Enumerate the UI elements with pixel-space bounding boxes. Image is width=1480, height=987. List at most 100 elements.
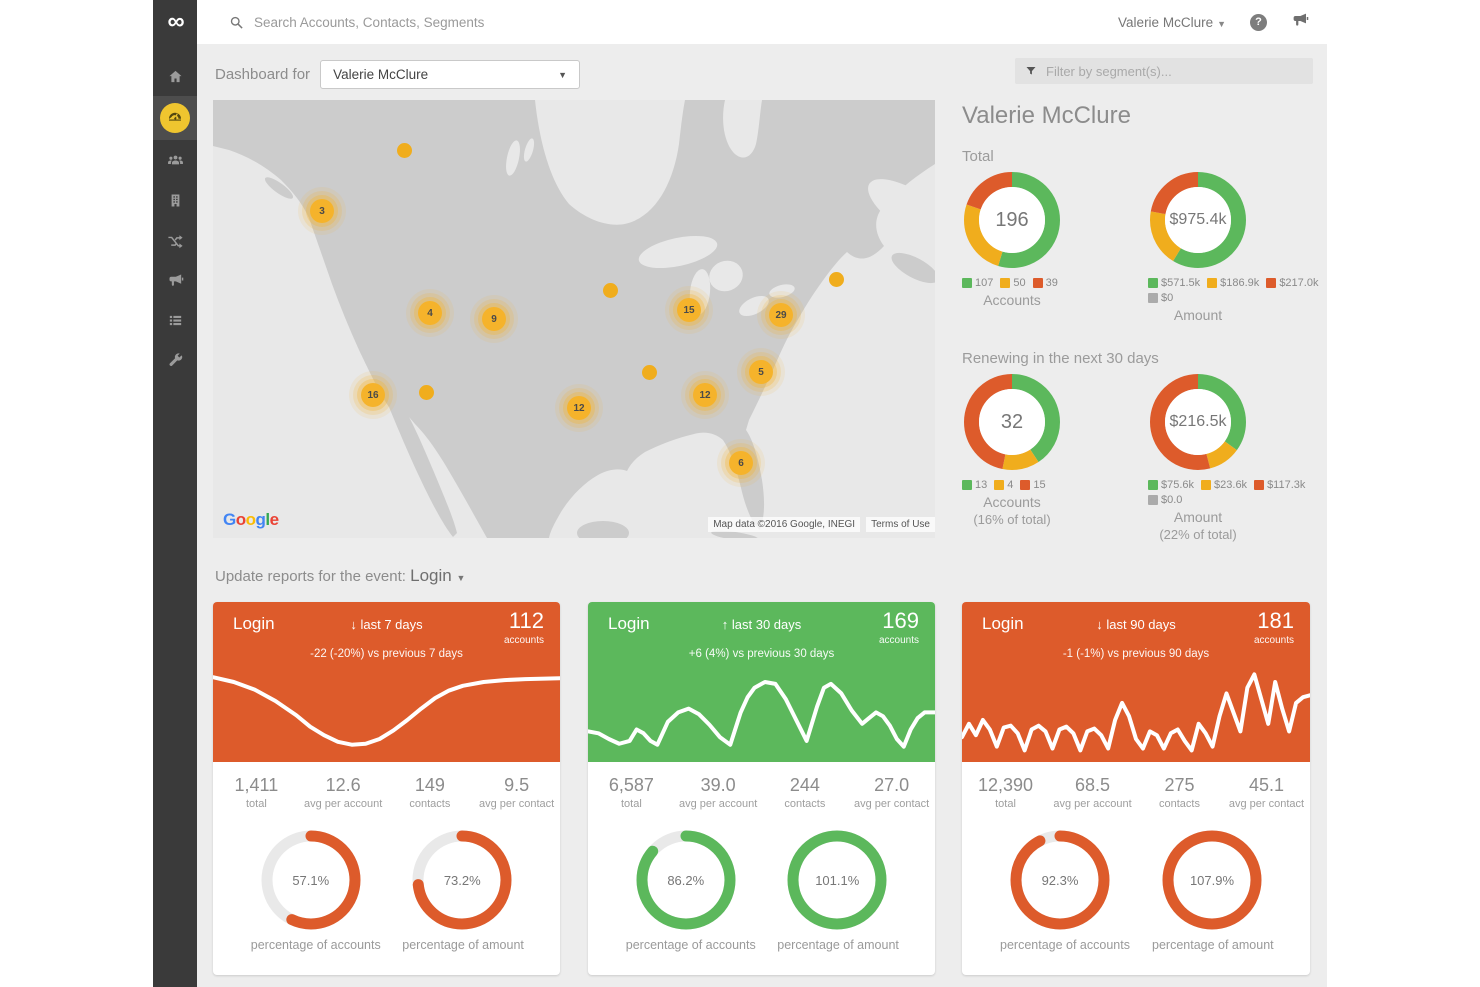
shuffle-icon [167,234,183,248]
stat-value: 6,587 [608,775,654,795]
map-terms-link[interactable]: Terms of Use [866,517,935,532]
sparkline-chart [213,663,560,758]
event-select[interactable]: Login ▼ [410,566,465,585]
search-input[interactable] [254,14,634,30]
map-dot-marker[interactable] [603,283,618,298]
map-cluster-marker[interactable]: 12 [567,396,591,420]
chevron-down-icon: ▼ [558,69,568,80]
stats-row: 12,390 total 68.5 avg per account 275 conta… [962,775,1310,810]
dashboard-for-label: Dashboard for [215,66,311,83]
megaphone-icon [168,273,183,286]
donut-caption: Accounts [983,292,1041,308]
sidebar-item-contacts[interactable] [153,140,197,180]
donut-legend: $75.6k $23.6k $117.3k $0.0 [1148,478,1305,508]
legend-item: $0 [1148,291,1173,305]
stat-label: total [245,798,267,810]
stat-value: 244 [789,775,820,795]
help-icon[interactable]: ? [1250,13,1267,31]
dashboard-owner-select[interactable]: Valerie McClure ▼ [320,60,581,89]
donut-chart: $975.4k [1148,170,1248,270]
gauge-caption: percentage of amount [1152,938,1274,952]
sidebar-item-journeys[interactable] [153,220,197,260]
gauge-caption: percentage of accounts [625,938,756,952]
gauge-value: 86.2% [667,872,705,888]
donut-caption: Amount [1173,509,1223,525]
gauge-amount: 73.2% [410,828,514,932]
donut-block-renew-amount: $216.5k $75.6k $23.6k $117.3k $0.0 Amount (… [1148,372,1305,542]
stat-value: 12.6 [325,775,361,795]
stat-value: 1,411 [234,775,279,795]
map-marker-layer: 3 4 9 16 12 15 29 5 12 6 [213,100,935,538]
donut-block-total-accounts: 196 107 50 39 Accounts [962,170,1062,308]
active-item-bubble [160,103,190,133]
stat-value: 27.0 [874,775,910,795]
donut-center-value: 196 [995,208,1029,231]
map-dot-marker[interactable] [829,272,844,287]
stat-value: 275 [1164,775,1195,795]
sidebar-item-segments[interactable] [153,300,197,340]
map-dot-marker[interactable] [642,365,657,380]
donut-sublabel: (22% of total) [1159,527,1237,542]
map-cluster-marker[interactable]: 29 [769,303,793,327]
stat-value: 68.5 [1074,775,1111,795]
stat-label: contacts [409,798,451,810]
stat-label: total [620,798,642,810]
stat-value: 149 [414,775,445,795]
users-group-icon [167,155,183,164]
sidebar-item-admin[interactable] [153,340,197,380]
sidebar-item-announcements[interactable] [153,260,197,300]
user-menu[interactable]: Valerie McClure ▼ [1118,15,1226,30]
donut-chart: 196 [962,170,1062,270]
card-big-number: 112 [508,608,544,633]
card-big-number: 169 [882,608,919,633]
map-cluster-marker[interactable]: 15 [677,298,701,322]
map-cluster-marker[interactable]: 5 [749,360,773,384]
legend-item: $571.5k [1148,276,1200,290]
donut-center-value: 32 [1000,410,1024,433]
legend-item: $117.3k [1254,478,1305,492]
sidebar-item-home[interactable] [153,56,197,96]
card-comparison: +6 (4%) vs previous 30 days [688,648,835,660]
segment-filter-input[interactable] [1046,63,1296,79]
report-card-90-days: Login ↓ last 90 days 181 accounts -1 (-1… [962,602,1310,975]
map-cluster-marker[interactable]: 9 [482,307,506,331]
card-title: Login [233,614,275,633]
map-cluster-marker[interactable]: 16 [361,383,385,407]
app-logo[interactable]: ∞ [167,8,184,35]
gauge-caption: percentage of accounts [250,938,381,952]
gauge-amount: 107.9% [1160,828,1264,932]
donut-center-value: $975.4k [1169,211,1227,228]
period-label: last 7 days [360,617,423,632]
map-cluster-marker[interactable]: 3 [310,199,334,223]
stat-label: avg per account [678,798,758,810]
donut-caption: Accounts [983,494,1041,510]
building-icon [171,193,179,207]
map[interactable]: 3 4 9 16 12 15 29 5 12 6 Google Map data ©2016 Go… [213,100,935,538]
trend-arrow-icon: ↑ [721,617,729,632]
donut-caption: Amount [1173,307,1223,323]
legend-item: 107 [962,276,993,290]
map-dot-marker[interactable] [419,385,434,400]
gauge-value: 92.3% [1041,872,1079,888]
map-cluster-marker[interactable]: 4 [418,301,442,325]
gauge-accounts: 57.1% [259,828,363,932]
map-cluster-marker[interactable]: 12 [693,383,717,407]
gauge-caption: percentage of amount [402,938,524,952]
legend-item: $75.6k [1148,478,1194,492]
stat-label: contacts [784,798,826,810]
donut-chart: 32 [962,372,1062,472]
donut-legend: 13 4 15 [962,478,1062,493]
reports-section-label: Update reports for the event: [215,568,406,585]
donut-block-renew-accounts: 32 13 4 15 Accounts (16% of total) [962,372,1062,527]
card-big-number-label: accounts [878,635,919,646]
gauge-caption: percentage of amount [777,938,899,952]
map-cluster-marker[interactable]: 6 [729,451,753,475]
card-header: Login ↓ last 7 days 112 accounts -22 (-2… [213,602,560,762]
sidebar-item-dashboard[interactable] [153,96,197,140]
map-dot-marker[interactable] [397,143,412,158]
announcements-icon[interactable] [1291,11,1309,34]
sidebar-item-accounts[interactable] [153,180,197,220]
card-header: Login ↑ last 30 days 169 accounts +6 (4%… [588,602,935,762]
chevron-down-icon: ▼ [1217,18,1226,29]
donut-block-total-amount: $975.4k $571.5k $186.9k $217.0k $0 Amount [1148,170,1318,323]
